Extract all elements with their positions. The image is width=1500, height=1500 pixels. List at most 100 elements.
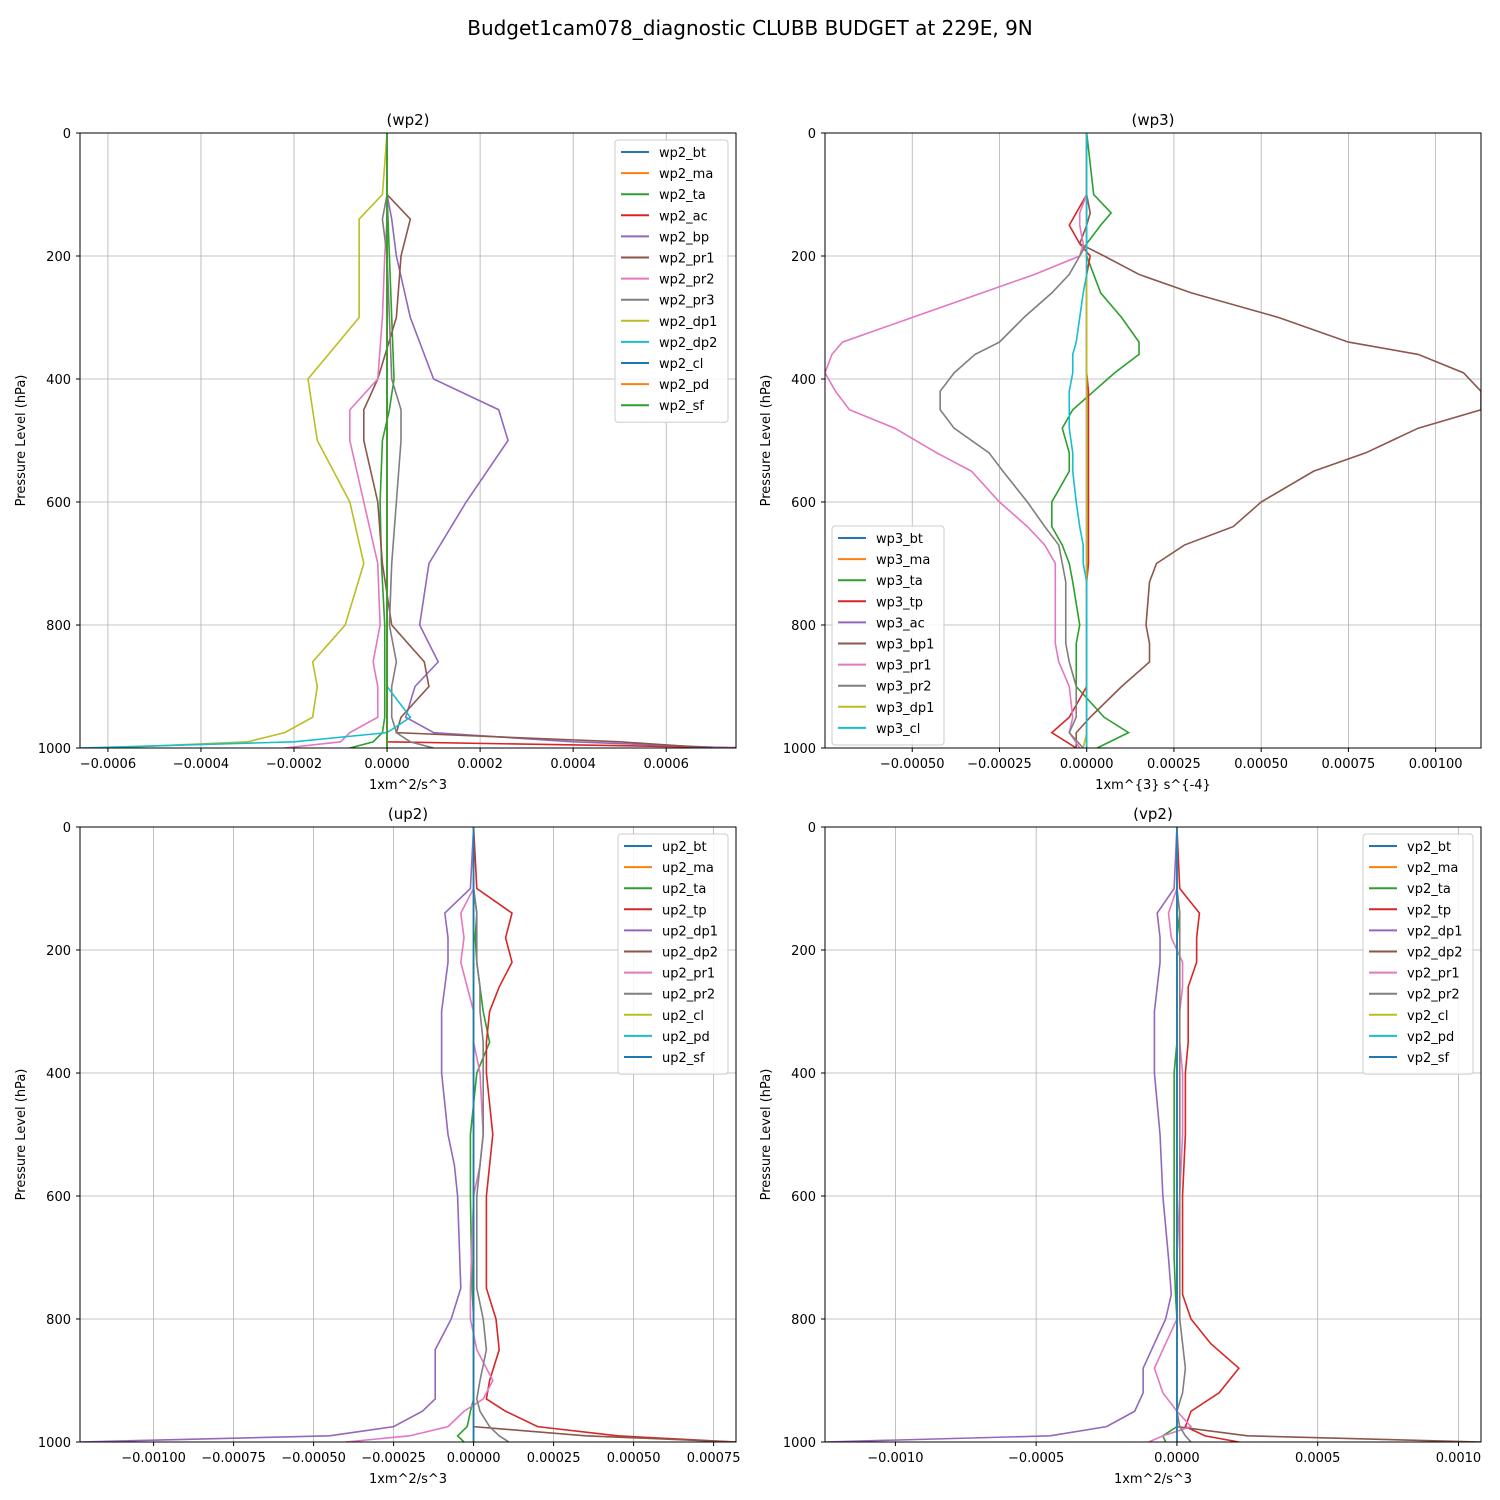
y-tick-label: 600 [46,1190,71,1205]
series-line-up2_tp [472,827,736,1442]
x-tick-label: −0.0004 [173,757,229,772]
y-tick-label: 1000 [38,742,71,757]
series-line-wp2_ta [349,133,395,748]
series-line-vp2_tp [1176,827,1240,1442]
y-axis-label: Pressure Level (hPa) [759,1069,774,1201]
legend-label: up2_ta [662,882,706,897]
legend-label: vp2_pd [1407,1030,1454,1045]
axes-frame [824,132,1482,749]
legend-label: vp2_pr2 [1407,988,1460,1003]
legend: vp2_bt vp2_ma vp2_ta vp2_tp vp2_dp1 vp2_dp2vp… [1362,833,1474,1075]
panel-1: −0.0006 −0.0004 −0.0002 0.0000 0.0002 0.0004 0… [14,111,737,793]
legend-label: wp3_ac [876,616,925,631]
y-tick-label: 1000 [38,1436,71,1451]
y-axis-label: Pressure Level (hPa) [14,375,29,507]
legend-box [614,139,729,423]
x-tick-label: −0.00025 [967,757,1032,772]
y-tick-label: 0 [808,821,816,836]
x-tick-label: −0.0010 [867,1451,923,1466]
axes-frame [79,826,737,1443]
legend-label: wp2_cl [659,357,703,372]
series-line-vp2_pr2 [1176,827,1192,1442]
y-tick-label: 200 [46,250,71,265]
series-line-up2_pr2 [472,827,510,1442]
y-tick-label: 1000 [783,742,816,757]
legend-label: wp2_bp [659,230,709,245]
x-tick-label: 0.00050 [1234,757,1288,772]
axes-frame [824,826,1482,1443]
y-tick-label: 600 [791,496,816,511]
legend-label: vp2_bt [1407,840,1451,855]
y-tick-label: 800 [791,619,816,634]
y-tick-label: 200 [791,250,816,265]
legend: wp3_bt wp3_ma wp3_ta wp3_tp wp3_ac wp3_bp1 wp3… [831,525,945,746]
y-tick-label: 1000 [783,1436,816,1451]
legend-label: wp3_pr1 [876,659,932,674]
x-tick-label: 0.0000 [364,757,410,772]
legend-label: vp2_ma [1407,861,1458,876]
x-axis-label: 1xm^2/s^3 [369,778,447,793]
series-line-wp3_pr1 [825,133,1088,748]
figure-title: Budget1cam078_diagnostic CLUBB BUDGET at… [467,16,1033,40]
legend-label: vp2_pr1 [1407,967,1460,982]
panel-3: −0.00100 −0.00075 −0.00050 −0.00025 0.00000 0… [14,805,740,1487]
legend-label: vp2_dp2 [1407,946,1463,961]
series-line-up2_dp1 [80,827,475,1442]
legend-label: up2_sf [662,1051,705,1066]
y-tick-label: 0 [63,821,71,836]
y-tick-label: 200 [791,944,816,959]
x-axis-label: 1xm^2/s^3 [369,1472,447,1487]
x-tick-label: −0.00050 [281,1451,346,1466]
legend-label: wp2_bt [659,146,706,161]
y-tick-label: 400 [791,373,816,388]
legend-label: wp3_bp1 [876,638,934,653]
legend-label: wp3_pr2 [876,680,932,695]
panel-2: −0.00050 −0.00025 0.00000 0.00025 0.00050 0.0… [759,111,1482,793]
series-line-wp2_pr2 [284,133,388,748]
legend-label: up2_pr1 [662,967,715,982]
x-tick-label: −0.00075 [201,1451,266,1466]
legend-label: wp3_cl [876,722,920,737]
x-axis-label: 1xm^2/s^3 [1114,1472,1192,1487]
series-group [825,133,1481,748]
panel-title: (wp2) [386,111,429,129]
x-tick-label: −0.0006 [80,757,136,772]
series-line-wp2_pr3 [381,133,434,748]
legend-label: wp2_ac [659,209,708,224]
legend-label: wp3_ma [876,553,930,568]
legend-label: wp3_tp [876,595,923,610]
legend-label: up2_ma [662,861,714,876]
legend-label: up2_pd [662,1030,710,1045]
legend-label: vp2_tp [1407,903,1451,918]
panel-title: (wp3) [1131,111,1174,129]
x-tick-label: 0.0006 [643,757,689,772]
legend-label: vp2_cl [1407,1009,1448,1024]
y-tick-label: 600 [791,1190,816,1205]
legend-label: wp2_pd [659,378,709,393]
series-group [80,133,736,748]
x-axis-label: 1xm^{3} s^{-4} [1095,778,1211,793]
y-tick-label: 0 [63,127,71,142]
x-tick-label: 0.0005 [1295,1451,1341,1466]
legend-label: vp2_dp1 [1407,924,1463,939]
legend-label: wp2_dp1 [659,315,717,330]
y-tick-label: 800 [791,1313,816,1328]
y-tick-label: 800 [46,619,71,634]
x-tick-label: −0.0002 [266,757,322,772]
series-group [825,827,1481,1442]
legend-label: wp3_ta [876,574,923,589]
series-line-wp3_ta [1051,133,1140,748]
legend-label: up2_dp2 [662,946,718,961]
series-line-wp3_pr2 [939,133,1088,748]
x-tick-label: 0.0004 [550,757,596,772]
legend-label: wp2_pr1 [659,252,715,267]
legend-label: wp2_dp2 [659,336,717,351]
series-line-wp2_dp1 [107,133,388,748]
panel-4: −0.0010 −0.0005 0.0000 0.0005 0.0010 0 200 400 6… [759,805,1482,1487]
y-axis-label: Pressure Level (hPa) [14,1069,29,1201]
series-line-wp2_dp2 [80,133,412,748]
x-tick-label: −0.00025 [361,1451,426,1466]
series-line-vp2_dp1 [825,827,1178,1442]
legend-label: up2_tp [662,903,707,918]
x-tick-label: 0.00000 [447,1451,501,1466]
